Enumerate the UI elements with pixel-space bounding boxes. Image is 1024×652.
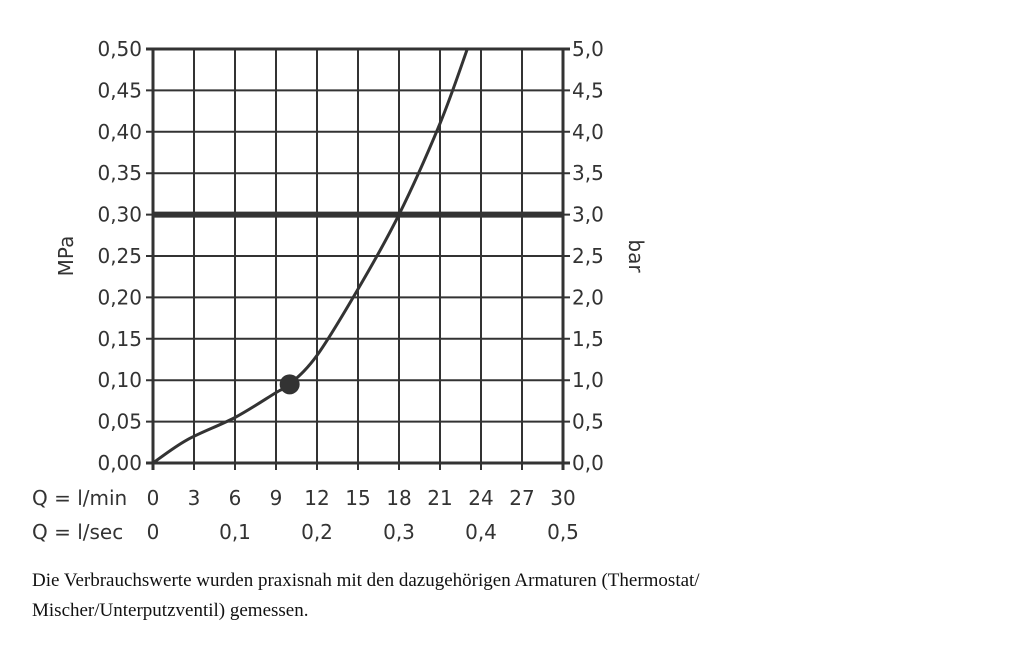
x-secondary-tick-label: 0,4 bbox=[465, 520, 497, 544]
y-left-tick-label: 0,00 bbox=[97, 451, 142, 475]
footnote-line-1: Die Verbrauchswerte wurden praxisnah mit… bbox=[32, 570, 700, 591]
y-left-tick-label: 0,50 bbox=[97, 37, 142, 61]
x-primary-tick-label: 27 bbox=[509, 486, 534, 510]
x-primary-tick-label: 12 bbox=[304, 486, 329, 510]
x-primary-tick-label: 18 bbox=[386, 486, 411, 510]
x-primary-axis-title: Q = l/min bbox=[32, 486, 127, 510]
operating-point-marker bbox=[279, 374, 300, 395]
y-right-tick-label: 3,5 bbox=[572, 161, 604, 185]
x-secondary-tick-label: 0,3 bbox=[383, 520, 415, 544]
y-left-tick-label: 0,25 bbox=[97, 244, 142, 268]
x-secondary-tick-label: 0 bbox=[147, 520, 160, 544]
y-left-tick-label: 0,20 bbox=[97, 285, 142, 309]
y-left-tick-label: 0,05 bbox=[97, 410, 142, 434]
x-primary-tick-label: 0 bbox=[147, 486, 160, 510]
y-left-tick-label: 0,10 bbox=[97, 368, 142, 392]
y-left-tick-label: 0,15 bbox=[97, 327, 142, 351]
y-right-tick-label: 0,5 bbox=[572, 410, 604, 434]
x-primary-tick-label: 6 bbox=[229, 486, 242, 510]
y-right-axis-title: bar bbox=[624, 239, 648, 273]
x-secondary-tick-label: 0,2 bbox=[301, 520, 333, 544]
y-right-tick-label: 0,0 bbox=[572, 451, 604, 475]
grid bbox=[146, 47, 570, 470]
y-left-tick-label: 0,40 bbox=[97, 120, 142, 144]
x-primary-tick-label: 3 bbox=[188, 486, 201, 510]
y-right-tick-label: 1,5 bbox=[572, 327, 604, 351]
y-left-tick-label: 0,35 bbox=[97, 161, 142, 185]
flow-pressure-chart: 0 3 6 9 12 15 18 21 24 27 30 0 0,1 0,2 0,3 0,4 0,5 0,00 0,… bbox=[32, 37, 648, 544]
x-secondary-axis-title: Q = l/sec bbox=[32, 520, 123, 544]
y-right-tick-label: 2,5 bbox=[572, 244, 604, 268]
y-right-tick-label: 4,5 bbox=[572, 78, 604, 102]
y-right-tick-label: 3,0 bbox=[572, 203, 604, 227]
series-line bbox=[151, 47, 469, 465]
plot-lines bbox=[151, 47, 563, 465]
x-primary-tick-label: 9 bbox=[270, 486, 283, 510]
y-right-tick-label: 4,0 bbox=[572, 120, 604, 144]
x-primary-tick-label: 24 bbox=[468, 486, 493, 510]
y-right-tick-label: 5,0 bbox=[572, 37, 604, 61]
x-secondary-tick-label: 0,5 bbox=[547, 520, 579, 544]
x-primary-tick-label: 21 bbox=[427, 486, 452, 510]
y-left-tick-label: 0,30 bbox=[97, 203, 142, 227]
footnote: Die Verbrauchswerte wurden praxisnah mit… bbox=[32, 566, 992, 626]
y-left-axis-title: MPa bbox=[54, 236, 78, 277]
axis-labels: 0 3 6 9 12 15 18 21 24 27 30 0 0,1 0,2 0,3 0,4 0,5 0,00 0,… bbox=[97, 37, 603, 544]
x-primary-tick-label: 30 bbox=[550, 486, 575, 510]
x-secondary-tick-label: 0,1 bbox=[219, 520, 251, 544]
y-left-tick-label: 0,45 bbox=[97, 78, 142, 102]
x-primary-tick-label: 15 bbox=[345, 486, 370, 510]
y-right-tick-label: 2,0 bbox=[572, 285, 604, 309]
y-right-tick-label: 1,0 bbox=[572, 368, 604, 392]
footnote-line-2: Mischer/Unterputzventil) gemessen. bbox=[32, 600, 309, 621]
